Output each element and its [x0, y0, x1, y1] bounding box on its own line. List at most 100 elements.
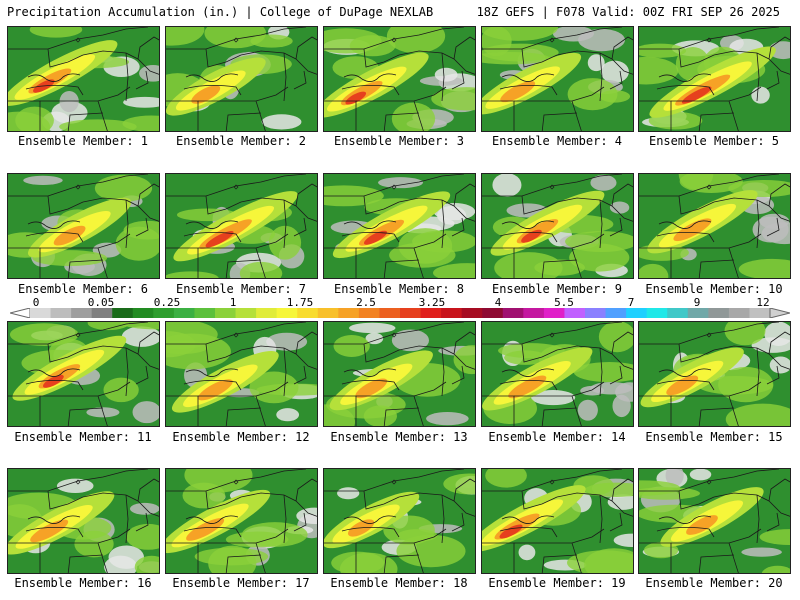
- member-map: [639, 174, 790, 278]
- colorbar-tick-label: 0.05: [87, 296, 115, 309]
- member-map: [8, 322, 159, 426]
- member-label-9: Ensemble Member: 9: [491, 282, 623, 296]
- member-panel-5: [638, 26, 791, 132]
- member-map: [166, 174, 317, 278]
- member-panel-10: [638, 173, 791, 279]
- colorbar-tick-label: 7: [627, 296, 635, 309]
- member-map: [482, 469, 633, 573]
- member-panel-7: [165, 173, 318, 279]
- colorbar-swatch: [256, 308, 278, 318]
- header-title: Precipitation Accumulation (in.) | Colle…: [7, 5, 434, 19]
- colorbar-swatch: [564, 308, 586, 318]
- member-label-7: Ensemble Member: 7: [175, 282, 307, 296]
- member-panel-14: [481, 321, 634, 427]
- header-run-info: 18Z GEFS | F078 Valid: 00Z FRI SEP 26 20…: [476, 5, 780, 19]
- colorbar-min-arrow: [10, 308, 31, 318]
- colorbar-swatch: [400, 308, 422, 318]
- colorbar-swatch: [482, 308, 504, 318]
- colorbar: [10, 308, 790, 318]
- colorbar-swatch: [605, 308, 627, 318]
- member-map: [482, 174, 633, 278]
- colorbar-swatch: [112, 308, 134, 318]
- member-panel-13: [323, 321, 476, 427]
- colorbar-swatch: [215, 308, 237, 318]
- member-map: [324, 174, 475, 278]
- member-map: [639, 322, 790, 426]
- colorbar-swatch: [420, 308, 442, 318]
- member-map: [166, 322, 317, 426]
- colorbar-tick-label: 0: [32, 296, 40, 309]
- colorbar-tick-label: 12: [756, 296, 770, 309]
- member-panel-8: [323, 173, 476, 279]
- colorbar-swatch: [708, 308, 730, 318]
- member-panel-16: [7, 468, 160, 574]
- member-map: [324, 469, 475, 573]
- colorbar-tick-label: 1.75: [286, 296, 314, 309]
- member-label-16: Ensemble Member: 16: [14, 576, 152, 590]
- member-panel-11: [7, 321, 160, 427]
- member-label-3: Ensemble Member: 3: [333, 134, 465, 148]
- colorbar-swatch: [276, 308, 298, 318]
- colorbar-swatch: [173, 308, 195, 318]
- member-panel-19: [481, 468, 634, 574]
- colorbar-swatch: [502, 308, 524, 318]
- member-label-12: Ensemble Member: 12: [172, 430, 310, 444]
- member-panel-9: [481, 173, 634, 279]
- member-label-8: Ensemble Member: 8: [333, 282, 465, 296]
- colorbar-swatch: [71, 308, 93, 318]
- colorbar-tick-label: 5.5: [554, 296, 574, 309]
- member-label-4: Ensemble Member: 4: [491, 134, 623, 148]
- member-map: [8, 469, 159, 573]
- member-map: [639, 27, 790, 131]
- colorbar-swatch: [667, 308, 689, 318]
- member-panel-15: [638, 321, 791, 427]
- colorbar-swatch: [728, 308, 750, 318]
- colorbar-swatch: [317, 308, 339, 318]
- member-panel-2: [165, 26, 318, 132]
- colorbar-swatch: [50, 308, 72, 318]
- member-label-2: Ensemble Member: 2: [175, 134, 307, 148]
- member-label-18: Ensemble Member: 18: [330, 576, 468, 590]
- member-map: [166, 469, 317, 573]
- colorbar-swatch: [441, 308, 463, 318]
- member-panel-12: [165, 321, 318, 427]
- colorbar-tick-label: 3.25: [418, 296, 446, 309]
- colorbar-swatch: [30, 308, 52, 318]
- member-label-10: Ensemble Member: 10: [645, 282, 783, 296]
- member-label-11: Ensemble Member: 11: [14, 430, 152, 444]
- colorbar-swatch: [358, 308, 380, 318]
- member-panel-18: [323, 468, 476, 574]
- colorbar-tick-label: 1: [229, 296, 237, 309]
- colorbar-swatch: [646, 308, 668, 318]
- member-label-13: Ensemble Member: 13: [330, 430, 468, 444]
- colorbar-swatch: [235, 308, 257, 318]
- member-label-6: Ensemble Member: 6: [17, 282, 149, 296]
- colorbar-swatch: [194, 308, 216, 318]
- colorbar-swatch: [749, 308, 771, 318]
- member-map: [324, 322, 475, 426]
- member-map: [166, 27, 317, 131]
- colorbar-swatch: [543, 308, 565, 318]
- member-panel-1: [7, 26, 160, 132]
- colorbar-swatch: [91, 308, 113, 318]
- colorbar-tick-label: 0.25: [153, 296, 181, 309]
- member-panel-17: [165, 468, 318, 574]
- member-panel-20: [638, 468, 791, 574]
- member-map: [482, 27, 633, 131]
- member-label-19: Ensemble Member: 19: [488, 576, 626, 590]
- colorbar-swatch: [626, 308, 648, 318]
- member-label-5: Ensemble Member: 5: [648, 134, 780, 148]
- member-panel-4: [481, 26, 634, 132]
- colorbar-swatch: [153, 308, 175, 318]
- colorbar-swatch: [297, 308, 319, 318]
- colorbar-swatch: [132, 308, 154, 318]
- colorbar-tick-label: 4: [494, 296, 502, 309]
- member-map: [639, 469, 790, 573]
- member-map: [8, 27, 159, 131]
- member-map: [324, 27, 475, 131]
- colorbar-max-arrow: [769, 308, 790, 318]
- colorbar-swatch: [585, 308, 607, 318]
- member-label-1: Ensemble Member: 1: [17, 134, 149, 148]
- member-panel-6: [7, 173, 160, 279]
- colorbar-swatch: [687, 308, 709, 318]
